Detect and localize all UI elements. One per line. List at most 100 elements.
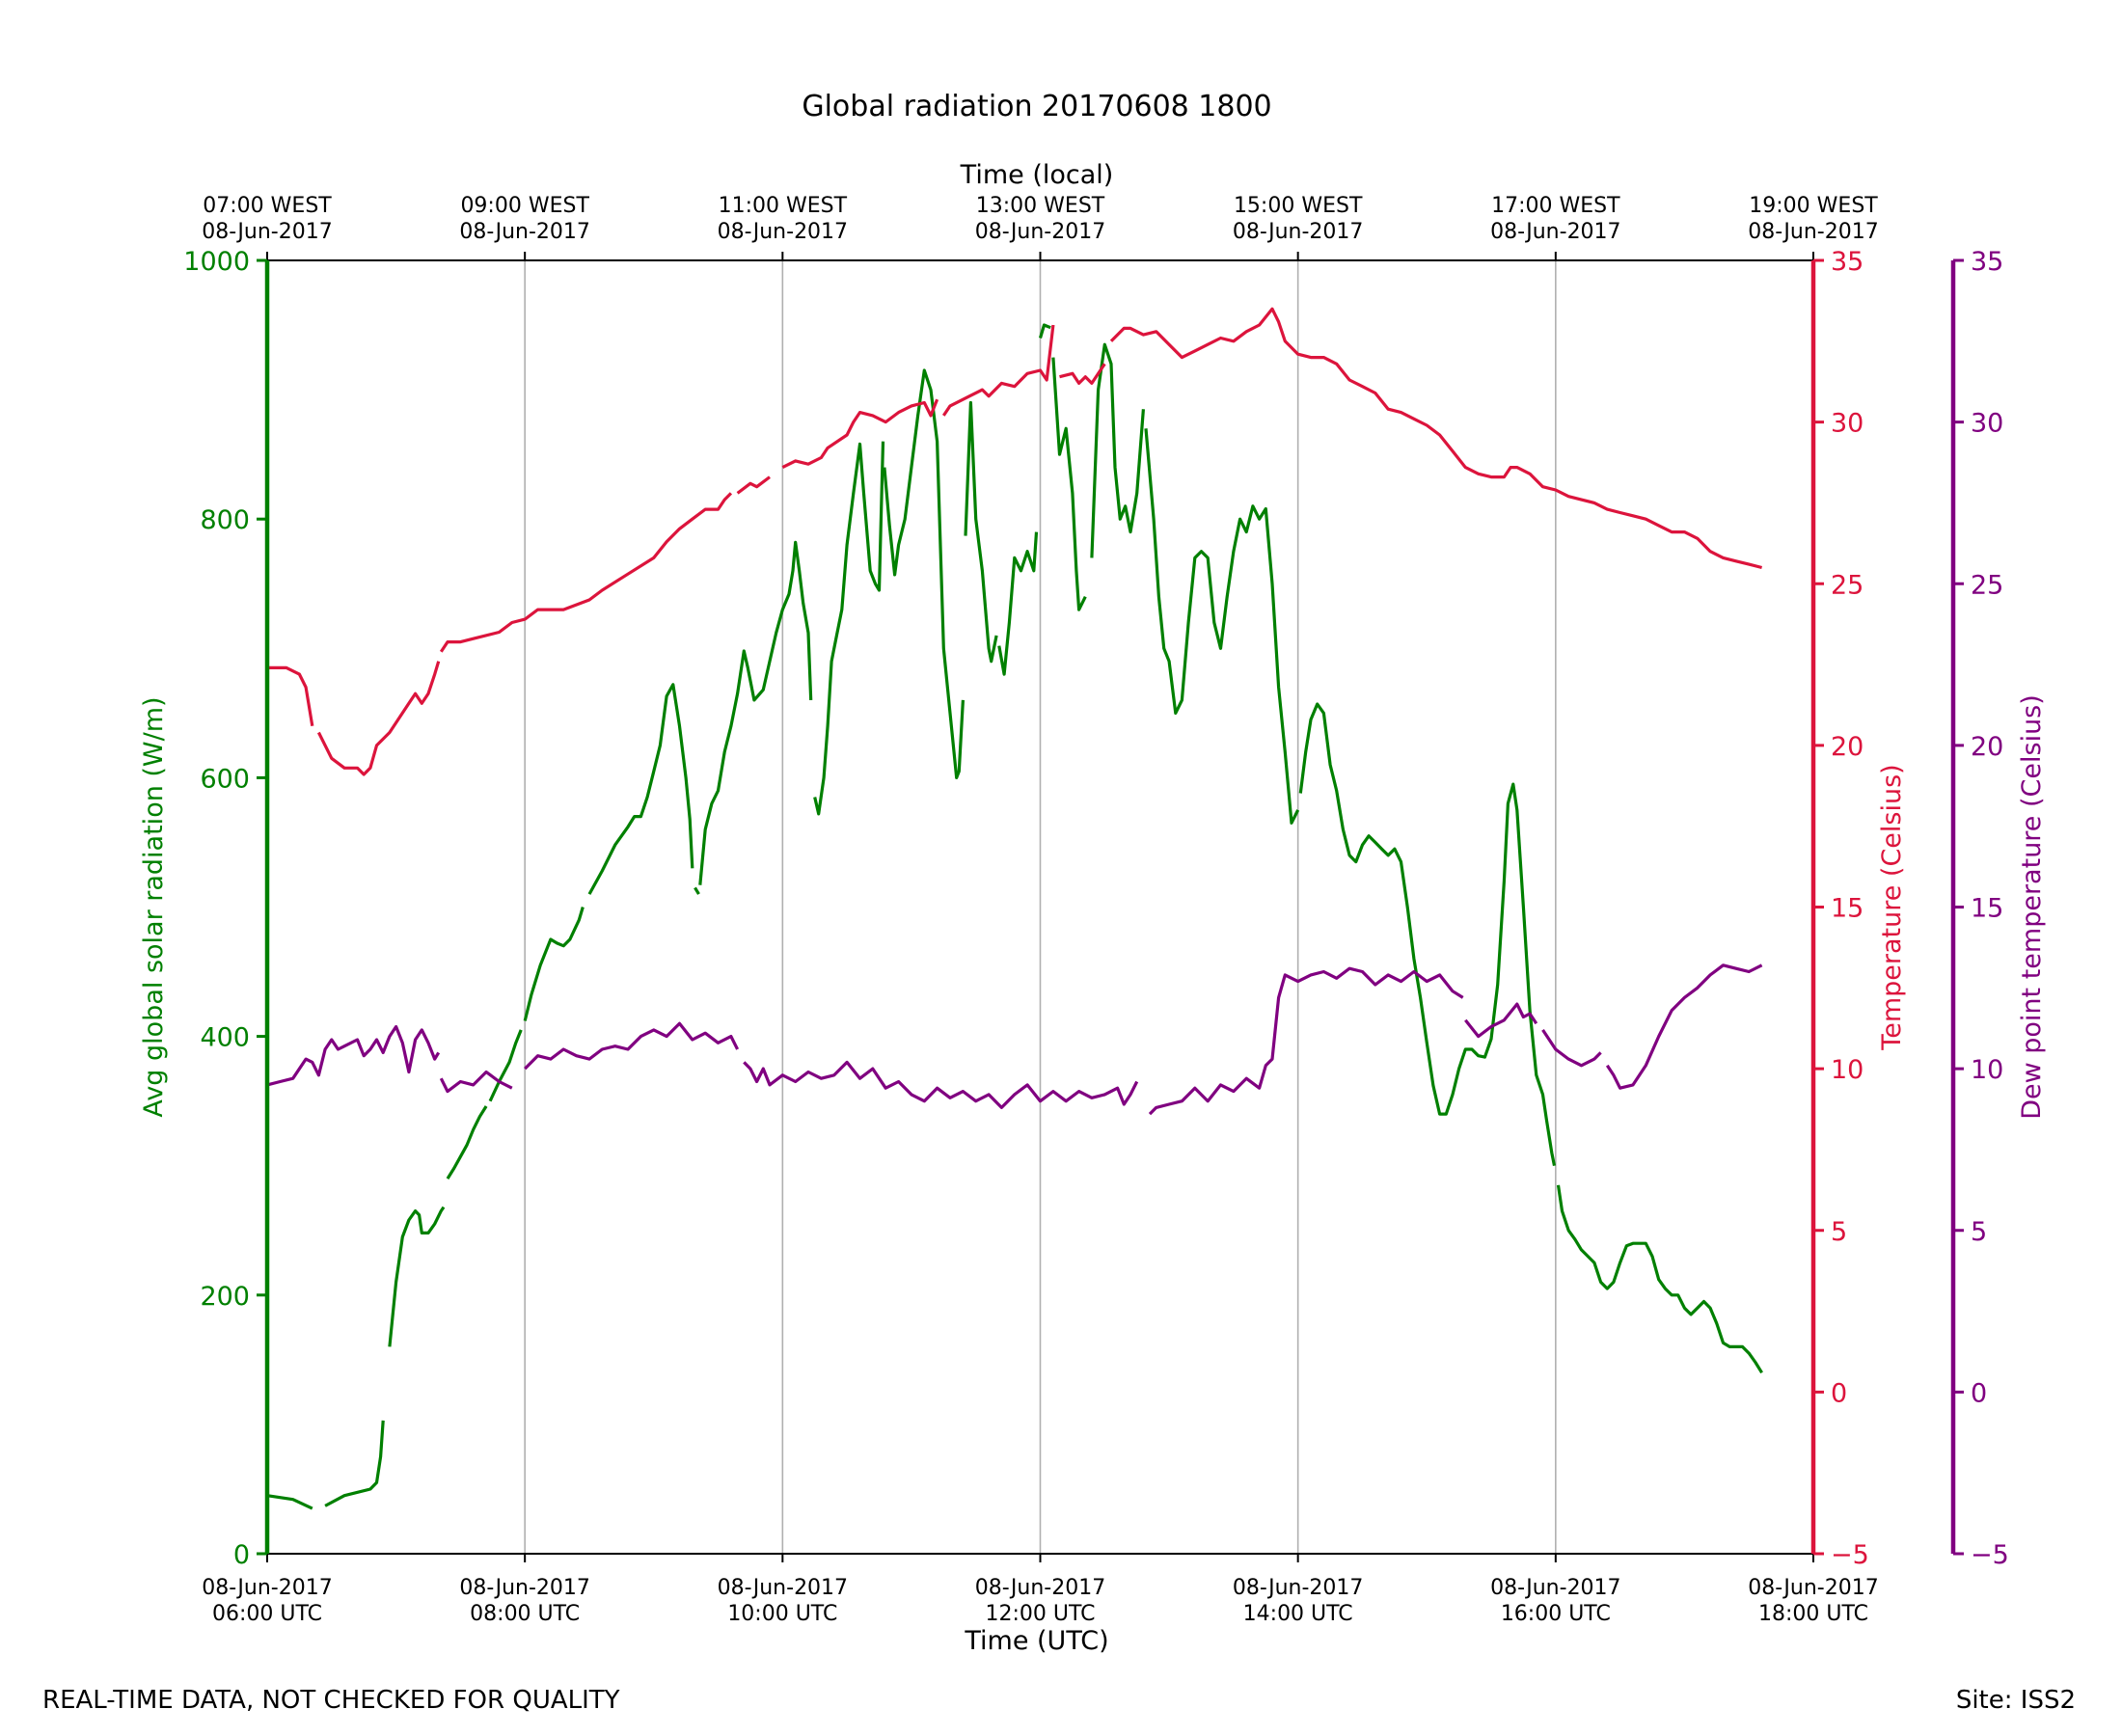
temperature-line-segment [1109,307,1762,570]
dewpoint-line-segment [439,1070,513,1094]
x-tick-label: 12:00 UTC [985,1602,1095,1626]
temperature-axis-label: Temperature (Celsius) [1877,764,1907,1050]
x-top-tick-label: 07:00 WEST [203,194,332,218]
temperature-line-segment [316,661,441,776]
radiation-line-segment [1144,428,1300,825]
x-tick-label: 18:00 UTC [1758,1602,1868,1626]
top-axis-label: Time (local) [960,160,1114,190]
x-top-tick-label: 15:00 WEST [1234,194,1363,218]
radiation-tick-label: 600 [200,764,250,794]
radiation-line-segment [324,1420,385,1507]
x-top-tick-label: 19:00 WEST [1749,194,1878,218]
radiation-line-segment [266,1494,313,1510]
x-top-tick-label: 13:00 WEST [976,194,1105,218]
radiation-line-segment [587,683,694,895]
temperature-tick-label: 25 [1831,570,1864,600]
radiation-line-segment [1038,323,1051,339]
x-tick-label: 08-Jun-2017 [1748,1576,1878,1600]
radiation-tick-label: 200 [200,1282,250,1312]
x-top-tick-label: 08-Jun-2017 [1233,220,1363,244]
x-tick-label: 10:00 UTC [727,1602,837,1626]
temperature-tick-label: 0 [1831,1378,1847,1408]
x-tick-label: 08-Jun-2017 [718,1576,848,1600]
temperature-tick-label: 20 [1831,732,1864,762]
dewpoint-tick-label: 25 [1971,570,2003,600]
temperature-line-segment [1059,363,1106,385]
dewpoint-line-segment [524,1021,740,1071]
x-tick-label: 08-Jun-2017 [202,1576,332,1600]
dewpoint-tick-label: 30 [1971,409,2003,439]
radiation-line-segment [1556,1184,1763,1374]
radiation-line-segment [813,441,885,816]
radiation-line-segment [1090,342,1145,558]
radiation-line-segment [698,540,813,885]
gridlines [524,260,1557,1554]
radiation-line-segment [694,886,700,895]
temperature-tick-label: 30 [1831,409,1864,439]
dewpoint-line-segment [743,1060,1139,1109]
radiation-tick-label: 400 [200,1023,250,1053]
temperature-line-segment [267,665,314,727]
radiation-line-segment [488,1029,523,1102]
temperature-line-segment [736,475,771,495]
x-top-tick-label: 08-Jun-2017 [459,220,589,244]
radiation-line-segment [883,368,965,779]
x-top-tick-label: 08-Jun-2017 [975,220,1105,244]
dewpoint-axis-label: Dew point temperature (Celsius) [2017,694,2047,1120]
radiation-tick-label: 800 [200,505,250,535]
x-top-tick-label: 11:00 WEST [719,194,848,218]
dewpoint-tick-label: −5 [1971,1540,2009,1570]
temperature-line-segment [781,398,939,470]
x-tick-label: 08-Jun-2017 [1233,1576,1363,1600]
radiation-axis-label: Avg global solar radiation (W/m) [139,696,169,1117]
temperature-tick-label: 35 [1831,247,1864,277]
radiation-line-segment [997,531,1039,676]
radiation-line-segment [388,1206,446,1347]
x-top-tick-label: 09:00 WEST [460,194,589,218]
temperature-line-segment [941,324,1055,417]
dewpoint-line-segment [1148,966,1464,1116]
radiation-tick-label: 1000 [183,247,250,277]
x-top-tick-label: 08-Jun-2017 [718,220,848,244]
temperature-line-segment [439,492,733,653]
x-top-tick-label: 08-Jun-2017 [202,220,332,244]
dewpoint-line-segment [1605,963,1763,1090]
x-top-tick-label: 08-Jun-2017 [1748,220,1878,244]
chart-title: Global radiation 20170608 1800 [802,90,1271,123]
x-tick-label: 06:00 UTC [212,1602,322,1626]
x-tick-label: 08-Jun-2017 [459,1576,589,1600]
x-tick-label: 14:00 UTC [1243,1602,1353,1626]
x-tick-label: 16:00 UTC [1501,1602,1611,1626]
x-top-tick-label: 17:00 WEST [1491,194,1620,218]
temperature-tick-label: 15 [1831,894,1864,924]
temperature-tick-label: −5 [1831,1540,1869,1570]
dewpoint-tick-label: 35 [1971,247,2003,277]
radiation-line-segment [523,907,585,1021]
radiation-line-segment [964,400,998,664]
dewpoint-line-segment [1464,1002,1538,1039]
data-quality-note: REAL-TIME DATA, NOT CHECKED FOR QUALITY [42,1686,620,1715]
dewpoint-tick-label: 15 [1971,894,2003,924]
site-label: Site: ISS2 [1955,1686,2076,1715]
bottom-axis-label: Time (UTC) [964,1626,1108,1656]
radiation-tick-label: 0 [233,1540,250,1570]
x-tick-label: 08-Jun-2017 [975,1576,1105,1600]
dewpoint-tick-label: 0 [1971,1378,1987,1408]
radiation-line-segment [1051,357,1087,611]
temperature-tick-label: 10 [1831,1055,1864,1085]
series-lines [266,307,1763,1510]
radiation-line-segment [446,1105,488,1180]
dewpoint-tick-label: 10 [1971,1055,2003,1085]
dewpoint-tick-label: 5 [1971,1217,1987,1247]
dewpoint-tick-label: 20 [1971,732,2003,762]
radiation-line-segment [1298,702,1557,1167]
dewpoint-line-segment [266,1024,441,1087]
x-top-tick-label: 08-Jun-2017 [1490,220,1620,244]
dewpoint-line-segment [1541,1029,1602,1068]
x-tick-label: 08-Jun-2017 [1490,1576,1620,1600]
temperature-tick-label: 5 [1831,1217,1847,1247]
x-tick-label: 08:00 UTC [470,1602,580,1626]
